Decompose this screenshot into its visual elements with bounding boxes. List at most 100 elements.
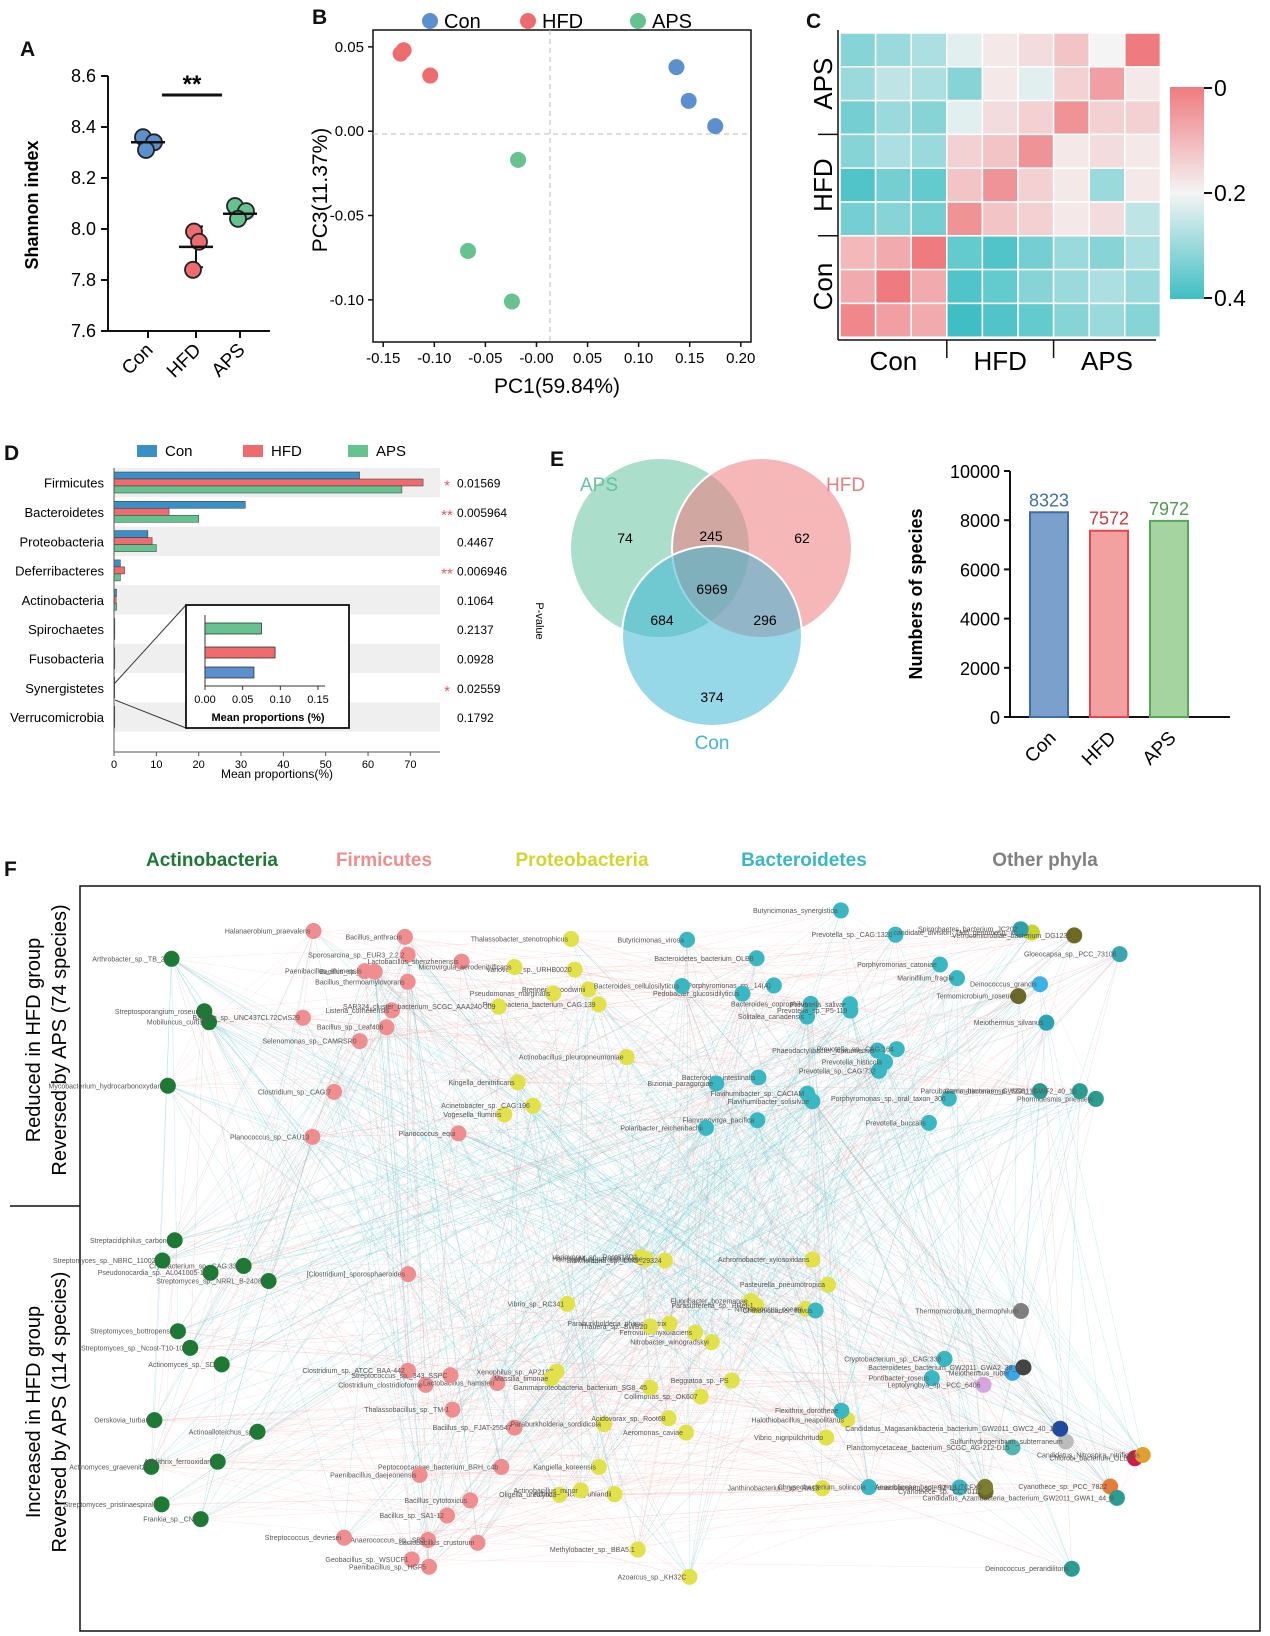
network-edge (580, 989, 589, 1491)
network-edge (514, 1083, 717, 1428)
network-edge (685, 953, 1120, 1433)
network-edge (343, 1077, 759, 1538)
network-edge (200, 1090, 1080, 1520)
panel-e: APS HFD Con 74 62 374 245 684 296 6969 0 2000 4000 6… (569, 457, 1230, 770)
network-edge (580, 984, 1041, 1491)
network-edge (694, 910, 842, 1333)
network-node-label: Deinococcus_peraridilitoris (985, 1566, 1069, 1573)
network-edge (501, 1466, 615, 1495)
network-edge (812, 934, 896, 1260)
network-edge (645, 1259, 651, 1327)
network-edge (411, 1378, 552, 1560)
network-node-label: candidate_division_TM6_genomosp._GTL1 (894, 930, 1030, 937)
network-edge (570, 938, 827, 1438)
network-edge (151, 1466, 986, 1488)
network-edge (750, 1259, 813, 1302)
d-legend-label: Con (165, 443, 193, 460)
network-edge (501, 985, 775, 1468)
network-edge (559, 1410, 842, 1495)
network-node-label: Pedobacter_glucosidilyticus (653, 991, 740, 998)
network-edge (446, 1284, 829, 1516)
network-edge (177, 1010, 851, 1332)
network-edge (243, 1098, 1096, 1267)
network-node-label: Mycobacterium_hydrocarbonoxydans (49, 1083, 166, 1090)
network-edge (221, 954, 408, 1365)
network-edge (931, 1377, 984, 1386)
d-category-label: Fusobacteria (29, 651, 105, 666)
network-edge (210, 1010, 851, 1273)
network-edge (681, 985, 842, 1411)
network-edge (614, 985, 775, 1495)
network-edge (458, 1133, 615, 1495)
network-edge (685, 1380, 732, 1433)
d-category-label: Actinobacteria (22, 593, 105, 608)
network-node-label: Listeria_cornellensis (326, 1008, 390, 1015)
network-node-label: Gloeocapsa_sp._PCC_73106 (1024, 952, 1117, 959)
network-node-label: Prevotella_sp._P5-119 (777, 1008, 847, 1015)
network-edge (208, 1021, 869, 1488)
d-bar-con (113, 530, 149, 538)
network-node (606, 1486, 623, 1503)
network-edge (812, 1101, 986, 1492)
network-node (674, 977, 691, 994)
d-legend-label: HFD (271, 443, 302, 460)
network-edge (407, 981, 1024, 1368)
network-node (820, 1276, 837, 1293)
network-edge (944, 1091, 1041, 1359)
network-edge (447, 1428, 1061, 1516)
network-edge (419, 1474, 638, 1550)
network-node-label: Oligella_ureolytica (499, 1492, 556, 1499)
b-xtick-label: -0.05 (468, 350, 502, 367)
network-edge (850, 1010, 986, 1487)
network-edge (567, 1010, 851, 1305)
network-edge (302, 1017, 581, 1491)
network-edge (650, 1260, 666, 1327)
network-edge (154, 1090, 1080, 1421)
network-node-label: Bacillus_anthracis (345, 934, 402, 941)
network-edge (553, 993, 581, 1491)
network-edge (204, 1011, 429, 1541)
network-node-label: Actinoalloteichus_sp. (189, 1429, 255, 1436)
d-pvalue: 0.1064 (457, 594, 494, 608)
network-edge (174, 989, 589, 1241)
network-edge (756, 1090, 1041, 1306)
network-edge (731, 964, 941, 1381)
network-edge (650, 1380, 732, 1388)
network-node (590, 1458, 607, 1475)
network-edge (640, 1101, 813, 1258)
network-edge (598, 984, 1041, 1468)
network-edge (313, 930, 696, 1333)
network-node (842, 1002, 859, 1019)
heatmap-cell (1088, 235, 1126, 271)
network-edge (177, 1300, 751, 1332)
network-edge (151, 1122, 930, 1468)
heatmap-cell (1088, 32, 1126, 68)
b-legend-label: HFD (542, 11, 583, 33)
network-edge (514, 964, 941, 1428)
network-edge (458, 1056, 627, 1134)
network-edge (948, 1098, 986, 1487)
heatmap-cell (1017, 66, 1055, 102)
network-edge (268, 1280, 1111, 1487)
network-node-label: Butyricimonas_synergistica (753, 908, 838, 915)
network-edge (302, 1017, 387, 1028)
network-node-label: Streptomyces_sp._Ncost-T10-10d (81, 1345, 187, 1352)
network-edge (944, 1091, 1081, 1360)
network-edge (668, 929, 1021, 1419)
network-edge (477, 1310, 1022, 1543)
network-edge (551, 993, 743, 1379)
network-edge (551, 1378, 605, 1425)
d-category-label: Spirochaetes (28, 622, 104, 637)
network-edge (669, 1127, 707, 1324)
network-node (951, 1479, 968, 1496)
network-edge (404, 936, 426, 1385)
network-edge (458, 1133, 829, 1285)
network-edge (614, 932, 1033, 1495)
heatmap-cell (981, 235, 1019, 271)
network-node-label: Streptosporangium_roseum (115, 1009, 202, 1016)
d-bar-hfd (113, 508, 170, 516)
d-xtick-label: 70 (404, 759, 416, 771)
network-edge (841, 1122, 930, 1411)
network-edge (161, 1284, 829, 1505)
network-node (396, 928, 413, 945)
